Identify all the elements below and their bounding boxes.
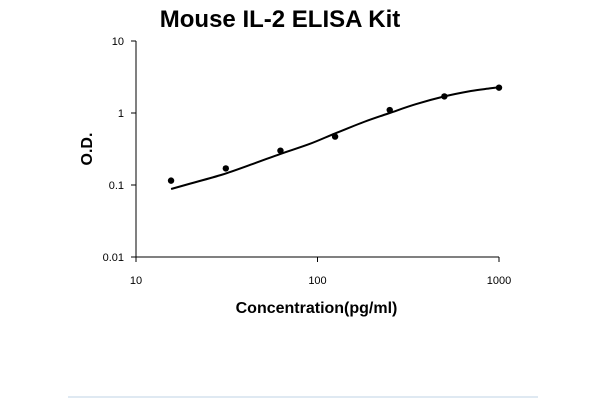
y-axis-label: O.D. — [79, 133, 96, 166]
data-point — [277, 147, 284, 154]
data-point — [441, 93, 448, 100]
y-tick-label: 0.01 — [103, 252, 124, 264]
data-point — [386, 106, 393, 114]
plot-axes: 0.01 0.1 1 10 10 100 1000 — [103, 36, 512, 287]
x-axis-label: Concentration(pg/ml) — [236, 300, 398, 317]
y-axis-ticks: 0.01 0.1 1 10 — [103, 36, 136, 264]
chart-title: Mouse IL-2 ELISA Kit — [160, 6, 400, 33]
bottom-divider — [68, 396, 538, 398]
x-axis-ticks: 10 100 1000 — [130, 257, 511, 287]
data-point — [167, 177, 175, 184]
fit-curve-line — [170, 86, 500, 190]
x-tick-label: 10 — [130, 275, 142, 287]
data-points — [167, 84, 503, 184]
data-point — [222, 165, 230, 172]
y-tick-label: 10 — [112, 36, 124, 48]
y-tick-label: 0.1 — [109, 180, 124, 192]
data-point — [331, 133, 339, 140]
data-point — [495, 84, 503, 91]
x-tick-label: 1000 — [487, 275, 511, 287]
y-tick-label: 1 — [118, 108, 124, 120]
x-tick-label: 100 — [308, 275, 326, 287]
